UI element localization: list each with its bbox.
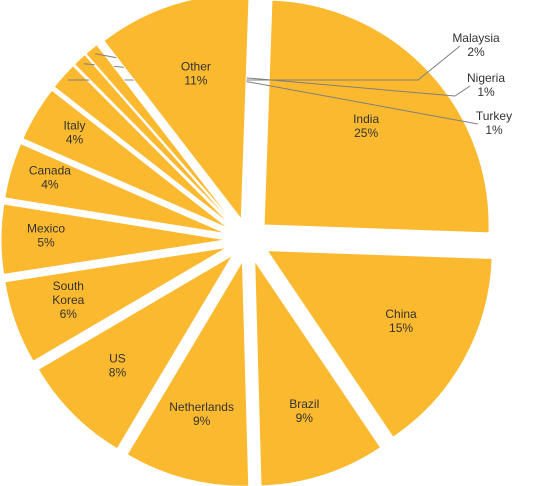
data-label-netherlands: Netherlands 9%: [169, 400, 234, 428]
pie-slice-malaysia: [53, 65, 232, 226]
pie-slice-china: [266, 250, 493, 438]
data-label-malaysia: Malaysia 2%: [452, 31, 500, 59]
data-label-italy: Italy 4%: [63, 119, 85, 147]
data-label-other: Other 11%: [181, 60, 211, 88]
data-label-brazil: Brazil 9%: [289, 397, 319, 425]
pie-slice-turkey: [85, 44, 235, 224]
pie-slice-netherlands: [126, 259, 250, 486]
data-label-nigeria: Nigeria 1%: [467, 71, 505, 99]
data-label-us: US 8%: [109, 352, 127, 380]
pie-slice-us: [37, 255, 233, 450]
data-label-turkey: Turkey 1%: [476, 109, 512, 137]
data-label-south-korea: South Korea 6%: [52, 279, 84, 321]
pie-slice-south-korea: [4, 246, 228, 362]
pie-slice-mexico: [0, 203, 227, 275]
data-label-china: China 15%: [385, 307, 417, 335]
pie-slice-nigeria: [73, 53, 234, 225]
data-label-canada: Canada 4%: [29, 164, 71, 192]
data-label-mexico: Mexico 5%: [27, 221, 65, 249]
pie-slice-other: [103, 0, 250, 221]
data-label-india: India 25%: [353, 112, 379, 140]
pie-slice-canada: [4, 143, 228, 235]
pie-slice-italy: [22, 89, 230, 230]
